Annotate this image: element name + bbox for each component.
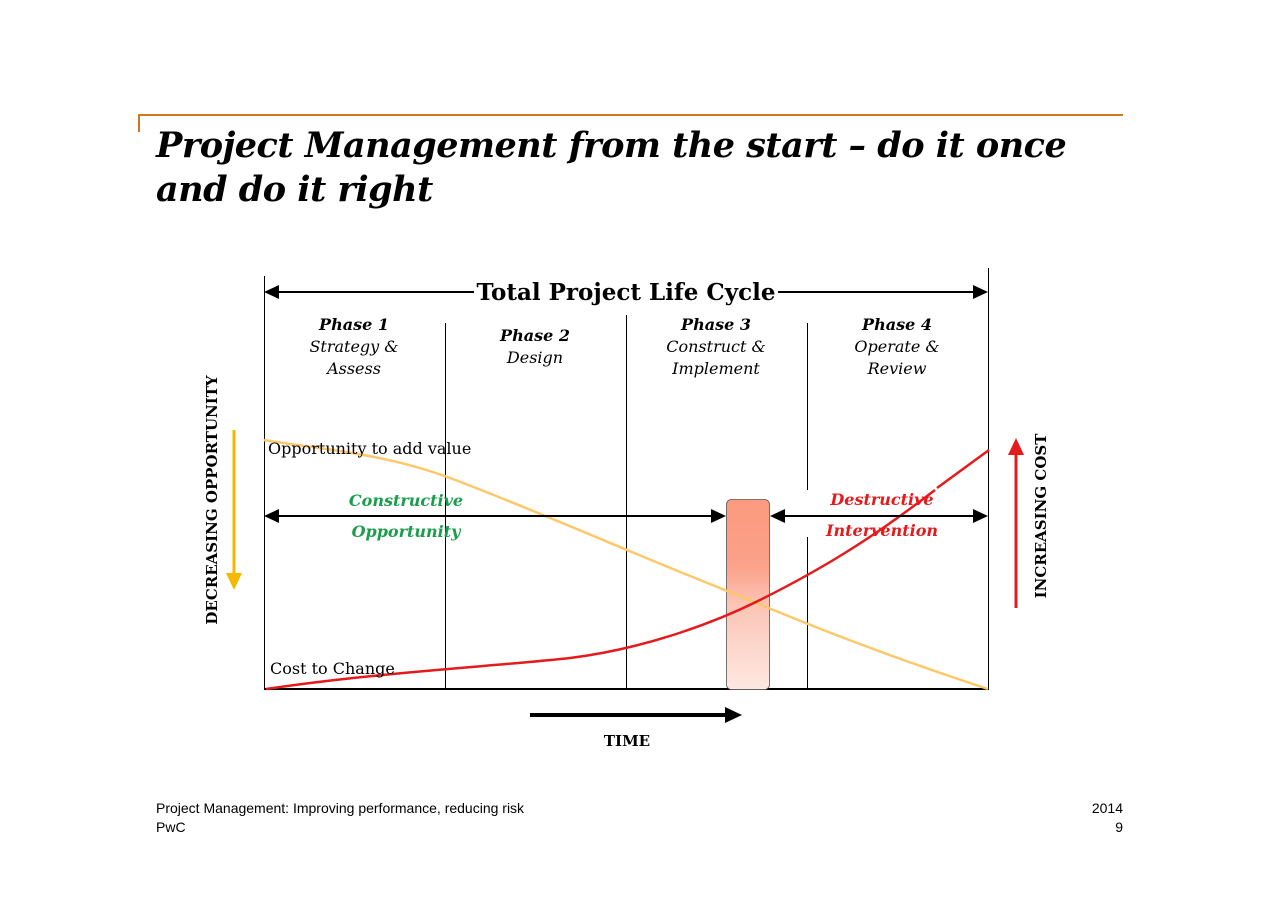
time-arrowhead (725, 707, 742, 723)
constructive-arrowhead-left (264, 509, 279, 523)
destructive-arrowhead-right (973, 509, 988, 523)
phase-2-name: Phase 2 (499, 326, 570, 345)
footer-left: Project Management: Improving performanc… (156, 799, 524, 837)
phase-1-desc-line2: Assess (325, 359, 381, 378)
constructive-label-line1: Constructive (349, 491, 463, 510)
header-rule (138, 114, 1123, 116)
footer-year: 2014 (1091, 800, 1123, 816)
phase-4-desc-line2: Review (867, 359, 927, 378)
phase-4-name: Phase 4 (861, 315, 932, 334)
cost-curve-end (936, 448, 990, 490)
decreasing-opportunity-arrowhead (226, 573, 242, 590)
cost-curve (265, 489, 936, 691)
footer-page-number: 9 (1115, 819, 1123, 835)
constructive-arrowhead-right (711, 509, 726, 523)
phase-3-name: Phase 3 (680, 315, 751, 334)
phase-1-desc-line1: Strategy & (309, 337, 398, 356)
left-axis-label: DECREASING OPPORTUNITY (203, 375, 221, 625)
footer-company: PwC (156, 819, 186, 835)
phase-1-name: Phase 1 (318, 315, 389, 334)
time-label: TIME (604, 732, 650, 750)
destructive-arrowhead-left (770, 509, 785, 523)
phase-4-desc-line1: Operate & (854, 337, 939, 356)
lifecycle-arrowhead-left (264, 285, 279, 299)
phase-3-desc-line1: Construct & (666, 337, 766, 356)
opportunity-curve-label: Opportunity to add value (268, 439, 471, 458)
slide-title-line1: Project Management from the start – do i… (156, 125, 1067, 166)
cost-curve-label: Cost to Change (270, 659, 395, 678)
slide-title-line2: and do it right (156, 169, 433, 210)
footer-presentation-title: Project Management: Improving performanc… (156, 800, 525, 816)
header-rule-tick (138, 114, 140, 132)
destructive-label-line1: Destructive (829, 490, 933, 509)
increasing-cost-arrowhead (1008, 438, 1024, 455)
phase-3-desc-line2: Implement (671, 359, 760, 378)
right-axis-label: INCREASING COST (1032, 433, 1050, 599)
slide-title: Project Management from the start – do i… (156, 124, 1116, 212)
constructive-label-line2: Opportunity (352, 522, 463, 541)
lifecycle-arrowhead-right (973, 285, 988, 299)
lifecycle-label: Total Project Life Cycle (477, 279, 776, 306)
phase-2-desc-line1: Design (506, 348, 563, 367)
opportunity-curve (263, 438, 989, 691)
footer-right: 2014 9 (1092, 799, 1123, 837)
destructive-label-line2: Intervention (825, 521, 938, 540)
